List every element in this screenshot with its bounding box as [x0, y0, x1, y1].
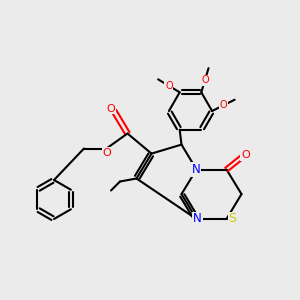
Text: S: S — [229, 212, 236, 226]
Text: O: O — [241, 150, 250, 161]
Text: O: O — [220, 100, 227, 110]
Text: N: N — [193, 212, 202, 226]
Text: O: O — [106, 103, 115, 114]
Text: O: O — [103, 148, 112, 158]
Text: N: N — [191, 163, 200, 176]
Text: O: O — [201, 75, 209, 85]
Text: O: O — [165, 81, 173, 91]
